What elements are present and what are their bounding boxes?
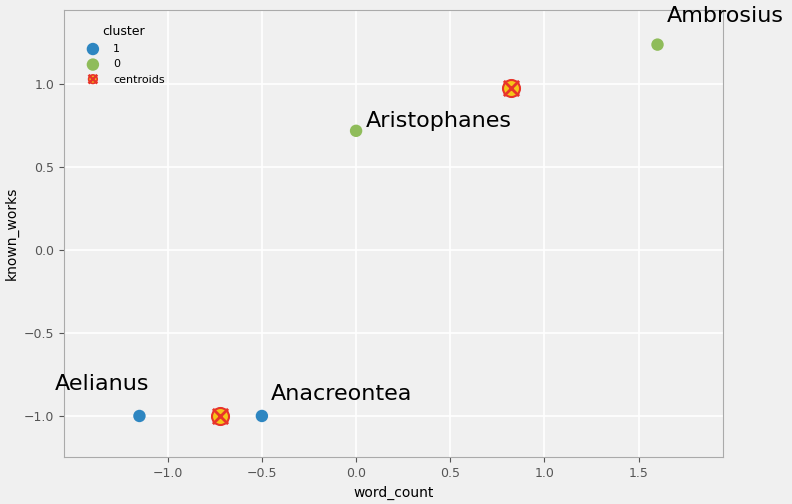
Point (350, 127, 363, 135)
Point (505, 84, 517, 92)
Point (651, 41, 664, 49)
Point (214, 412, 227, 420)
Point (214, 412, 227, 420)
Text: Anacreontea: Anacreontea (272, 385, 413, 404)
X-axis label: word_count: word_count (353, 486, 434, 500)
Point (133, 412, 146, 420)
Point (505, 84, 517, 92)
Text: Ambrosius: Ambrosius (667, 7, 784, 26)
Text: Aristophanes: Aristophanes (365, 111, 512, 131)
Point (256, 412, 268, 420)
Text: Aelianus: Aelianus (55, 374, 149, 395)
Y-axis label: known_works: known_works (4, 187, 18, 280)
Legend: 1, 0, centroids: 1, 0, centroids (76, 20, 170, 91)
